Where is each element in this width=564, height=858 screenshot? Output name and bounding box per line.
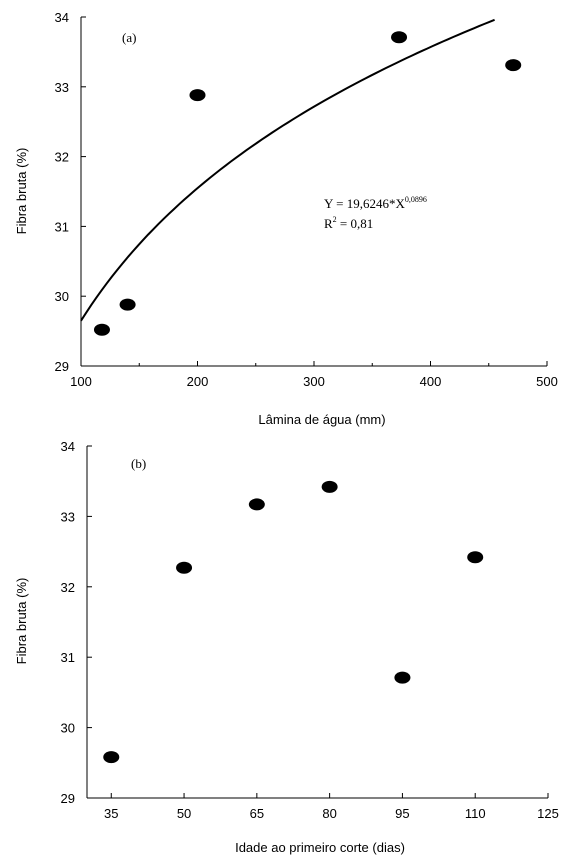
panel-a-y-tick-label: 34 (55, 10, 69, 25)
panel-a-x-tick-label: 400 (420, 374, 442, 389)
panel-b-y-title: Fibra bruta (%) (14, 578, 29, 665)
r2-superscript: 2 (333, 215, 337, 224)
panel-b-x-tick-label: 50 (177, 806, 191, 821)
panel-a-label: (a) (122, 30, 136, 45)
panel-b-x-tick-label: 95 (395, 806, 409, 821)
panel-b-data-point (394, 671, 411, 684)
r2-value: = 0,81 (337, 216, 374, 231)
panel-b-data-point (103, 751, 120, 764)
panel-a-x-tick-label: 200 (187, 374, 209, 389)
panel-b-label: (b) (131, 456, 146, 471)
panel-b-y-tick-label: 33 (61, 509, 75, 524)
panel-b-y-tick-label: 34 (61, 439, 75, 454)
panel-b-y-tick-label: 30 (61, 721, 75, 736)
panel-a-y-tick-label: 32 (55, 150, 69, 165)
panel-b-x-tick-label: 35 (104, 806, 118, 821)
panel-b-x-tick-label: 80 (322, 806, 336, 821)
panel-b-x-tick-label: 65 (250, 806, 264, 821)
equation-exponent: 0,0896 (405, 195, 427, 204)
panel-a-fit-curve (80, 18, 495, 322)
panel-a-data-point (505, 59, 522, 72)
panel-a-r2: R2 = 0,81 (324, 215, 373, 231)
panel-a-x-tick-label: 500 (536, 374, 558, 389)
panel-a-y-tick-label: 31 (55, 219, 69, 234)
panel-a-data-point (119, 298, 136, 311)
panel-a-x-tick-label: 300 (303, 374, 325, 389)
panel-a-data-point (93, 323, 110, 336)
panel-b-x-title: Idade ao primeiro corte (dias) (235, 840, 405, 855)
panel-b-y-tick-label: 29 (61, 791, 75, 806)
panel-a-y-tick-label: 29 (55, 359, 69, 374)
panel-b-y-tick-label: 31 (61, 650, 75, 665)
panel-b-data-point (248, 498, 265, 511)
panel-a-x-tick-label: 100 (70, 374, 92, 389)
panel-b-x-tick-label: 125 (537, 806, 559, 821)
panel-a-data-point (391, 31, 408, 44)
panel-a-y-tick-label: 30 (55, 289, 69, 304)
panel-a-y-title: Fibra bruta (%) (14, 148, 29, 235)
panel-a-data-point (189, 89, 206, 102)
panel-b-data-point (321, 480, 338, 493)
panel-a-x-title: Lâmina de água (mm) (258, 412, 385, 427)
panel-a: 29 30 31 32 33 34 100 200 300 400 500 (a) Y = 19,… (14, 10, 558, 427)
panel-b-x-tick-label: 110 (465, 806, 486, 821)
panel-b-y-tick-label: 32 (61, 580, 75, 595)
panel-b-data-point (176, 561, 193, 574)
panel-a-equation: Y = 19,6246*X0,0896 (324, 195, 427, 211)
equation-lhs: Y = 19,6246*X (324, 196, 405, 211)
panel-b-data-point (467, 551, 484, 564)
panel-a-y-tick-label: 33 (55, 80, 69, 95)
panel-b: 29 30 31 32 33 34 35 50 65 80 95 110 125 (b) Idade … (14, 439, 559, 855)
r2-letter: R (324, 216, 333, 231)
